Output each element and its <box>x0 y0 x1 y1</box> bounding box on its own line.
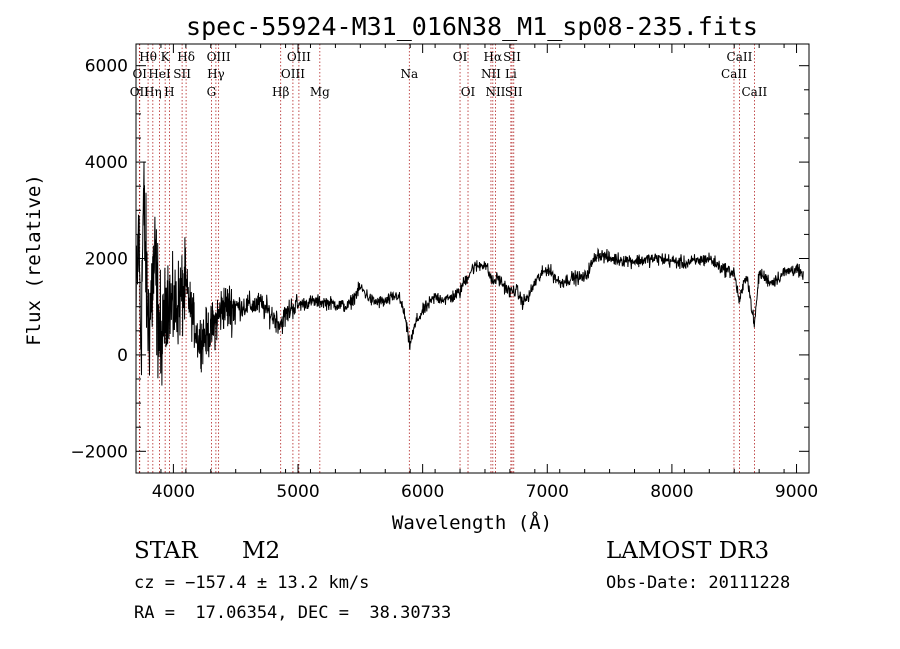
y-axis-ticks: −2000 0 2000 4000 6000 <box>70 57 809 462</box>
y-tick-label: 0 <box>117 346 128 366</box>
line-label: K <box>161 50 171 64</box>
y-tick-label: 6000 <box>85 57 128 77</box>
line-label: SII <box>173 67 191 81</box>
line-label: Hδ <box>177 50 195 64</box>
line-label: Hβ <box>272 85 289 99</box>
y-tick-label: −2000 <box>70 442 128 462</box>
x-tick-label: 7000 <box>526 482 569 502</box>
survey-name: LAMOST DR3 <box>606 538 770 564</box>
observation-date: Obs-Date: 20111228 <box>606 573 791 593</box>
y-axis-label: Flux (relative) <box>23 174 45 346</box>
object-subclass: M2 <box>242 538 281 564</box>
object-class: STAR <box>134 538 198 564</box>
line-label: OII <box>130 85 150 99</box>
line-label: Hα <box>484 50 503 64</box>
line-label: HeI <box>148 67 171 81</box>
spectrum-line <box>135 161 804 386</box>
line-label: Li <box>505 67 517 81</box>
line-label: NII <box>485 85 505 99</box>
x-axis-ticks: 4000 5000 6000 7000 8000 9000 <box>135 44 818 502</box>
line-label: Mg <box>310 85 330 99</box>
x-axis-label: Wavelength (Å) <box>392 511 552 534</box>
line-label: OI <box>132 67 147 81</box>
line-label: OI <box>461 85 476 99</box>
x-tick-label: 4000 <box>152 482 195 502</box>
line-label: Hη <box>144 85 162 99</box>
x-tick-label: 9000 <box>775 482 818 502</box>
coordinates: RA = 17.06354, DEC = 38.30733 <box>134 603 452 623</box>
y-tick-label: 2000 <box>85 250 128 270</box>
line-label: OIII <box>281 67 305 81</box>
line-label: G <box>207 85 217 99</box>
line-label: SII <box>503 50 521 64</box>
line-label: SII <box>505 85 523 99</box>
line-label: CaII <box>741 85 767 99</box>
x-tick-label: 6000 <box>401 482 444 502</box>
x-tick-label: 8000 <box>650 482 693 502</box>
redshift-velocity: cz = −157.4 ± 13.2 km/s <box>134 573 370 593</box>
line-label: OIII <box>207 50 231 64</box>
x-tick-label: 5000 <box>276 482 319 502</box>
line-label: OI <box>453 50 468 64</box>
y-tick-label: 4000 <box>85 153 128 173</box>
line-label: H <box>164 85 174 99</box>
line-label: NII <box>481 67 501 81</box>
line-label: CaII <box>727 50 753 64</box>
line-label: CaII <box>721 67 747 81</box>
chart-title: spec-55924-M31_016N38_M1_sp08-235.fits <box>186 12 758 41</box>
spectral-line-markers <box>138 44 755 473</box>
line-label: Na <box>400 67 418 81</box>
line-label: Hγ <box>207 67 225 81</box>
line-label: OIII <box>287 50 311 64</box>
spectral-line-labels: OII OI Hθ Hη K HeI H SII Hδ OIII Hγ G Hβ OIII OIII Mg Na… <box>130 50 768 99</box>
line-label: Hθ <box>139 50 157 64</box>
